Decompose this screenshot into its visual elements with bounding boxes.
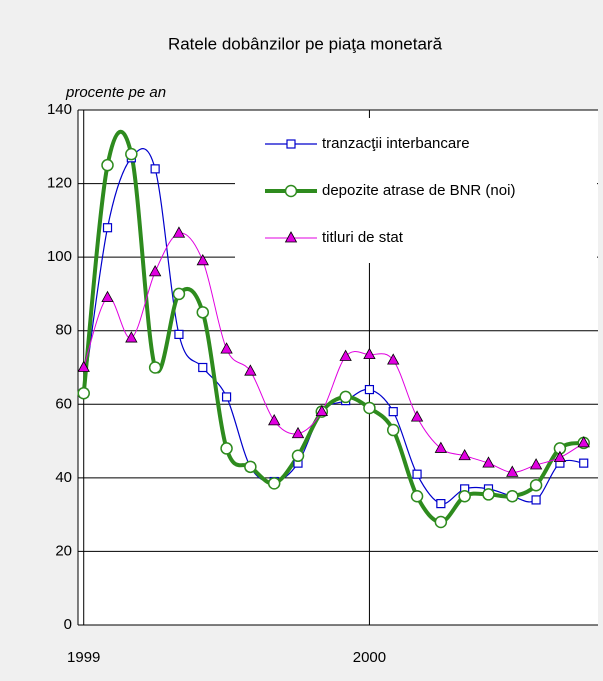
marker <box>553 450 567 463</box>
marker <box>482 488 495 501</box>
marker <box>315 404 328 417</box>
marker <box>148 265 162 277</box>
marker <box>363 347 376 360</box>
series-line <box>83 232 584 473</box>
marker <box>506 490 519 503</box>
legend-label: titluri de stat <box>322 229 404 246</box>
marker <box>529 478 543 492</box>
marker <box>529 458 543 470</box>
marker <box>482 456 495 468</box>
marker <box>148 361 162 374</box>
legend-label: depozite atrase de BNR (noi) <box>322 182 515 199</box>
marker <box>77 387 90 400</box>
marker <box>577 436 590 448</box>
legend-label: tranzacţii interbancare <box>322 135 470 152</box>
marker <box>436 499 446 509</box>
y-axis-label: procente pe an <box>65 84 166 101</box>
chart-title: Ratele dobânzilor pe piaţa monetară <box>168 34 443 53</box>
marker <box>388 407 398 417</box>
marker <box>339 390 352 404</box>
marker <box>291 426 305 439</box>
y-tick-label: 60 <box>55 395 72 412</box>
marker <box>196 253 209 266</box>
marker <box>506 465 519 477</box>
marker <box>244 364 257 376</box>
marker <box>531 495 541 505</box>
y-tick-label: 140 <box>47 101 72 118</box>
x-tick-label: 2000 <box>353 649 386 666</box>
legend-marker <box>284 184 298 198</box>
y-tick-label: 80 <box>55 322 72 339</box>
marker <box>102 223 113 233</box>
legend-marker <box>284 231 298 243</box>
marker <box>268 414 281 426</box>
marker <box>220 442 233 455</box>
y-tick-label: 0 <box>64 616 72 633</box>
marker <box>364 384 375 395</box>
marker <box>172 226 186 238</box>
marker <box>267 477 281 490</box>
y-tick-label: 20 <box>55 542 72 559</box>
marker <box>387 353 400 365</box>
y-tick-label: 100 <box>47 248 72 265</box>
marker <box>412 469 422 479</box>
marker <box>410 490 424 503</box>
marker <box>150 164 160 174</box>
y-tick-label: 40 <box>55 469 72 486</box>
marker <box>458 448 471 461</box>
marker <box>434 515 448 529</box>
marker <box>220 342 233 354</box>
marker <box>77 360 90 372</box>
marker <box>101 290 114 303</box>
legend-marker <box>286 139 296 149</box>
marker <box>458 490 471 503</box>
marker <box>125 331 138 343</box>
marker <box>198 362 208 373</box>
marker <box>579 458 589 468</box>
marker <box>434 441 448 453</box>
marker <box>339 349 352 361</box>
y-tick-label: 120 <box>47 175 72 192</box>
marker <box>172 287 186 301</box>
marker <box>410 410 424 422</box>
marker <box>125 147 138 161</box>
x-tick-label: 1999 <box>67 649 100 666</box>
marker <box>101 158 114 172</box>
marker <box>244 460 257 474</box>
marker <box>196 306 210 319</box>
marker <box>386 423 400 437</box>
marker <box>221 392 232 402</box>
marker <box>291 449 305 463</box>
marker <box>174 329 184 339</box>
marker <box>363 401 376 415</box>
